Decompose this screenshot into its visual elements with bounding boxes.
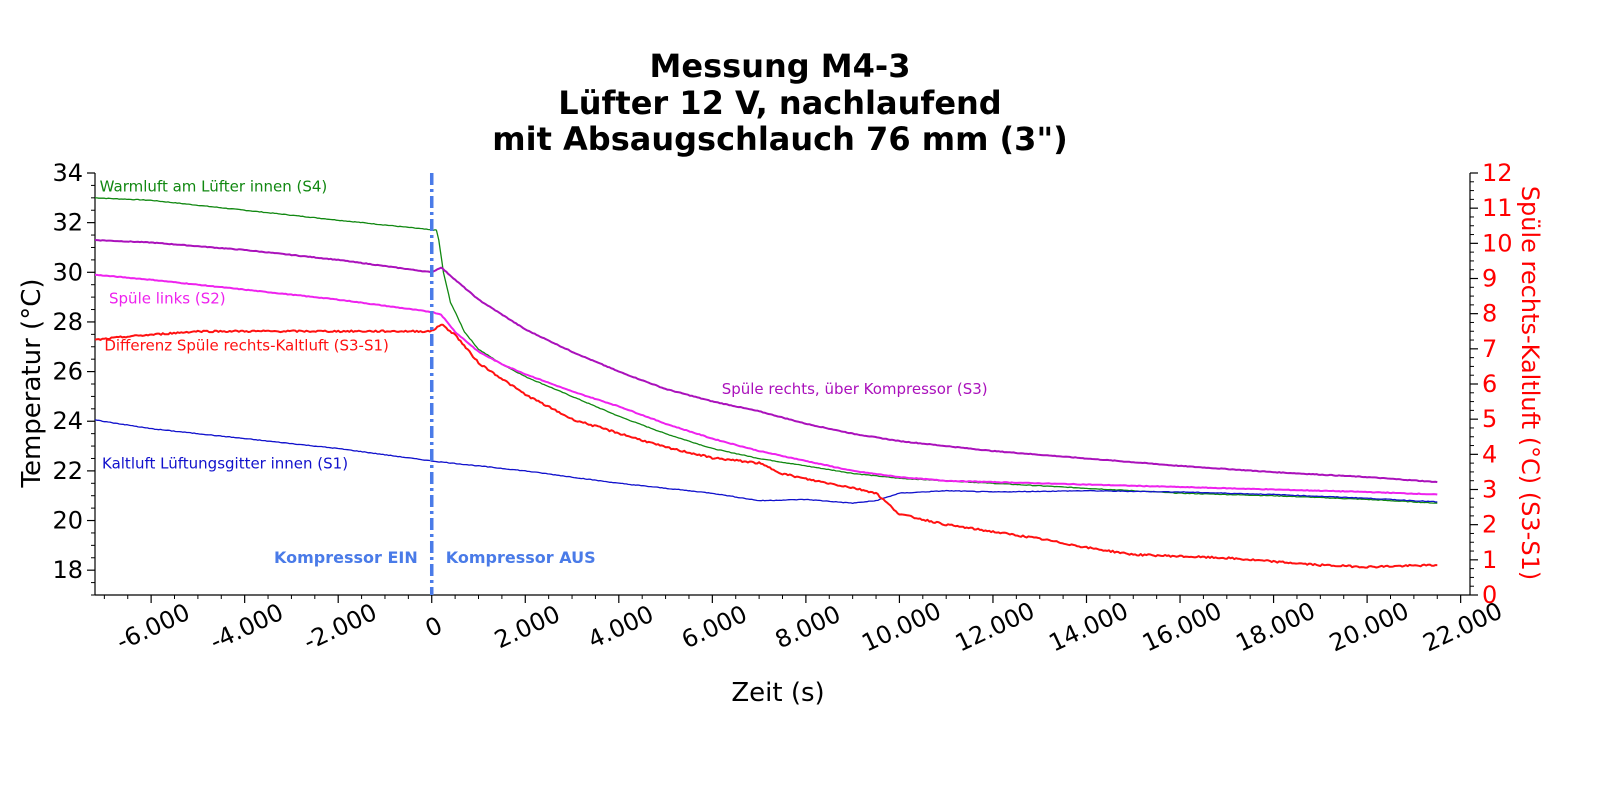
y-right-tick-label: 12 [1482, 159, 1513, 187]
series-line-1 [94, 239, 1438, 484]
y-tick-label: 32 [52, 209, 83, 237]
y-right-tick-label: 10 [1482, 229, 1513, 257]
series-label-1: Spüle rechts, über Kompressor (S3) [722, 380, 988, 398]
y-right-tick-label: 7 [1482, 335, 1497, 363]
y-tick-label: 28 [52, 308, 83, 336]
series-label-0: Warmluft am Lüfter innen (S4) [100, 178, 328, 196]
y-right-tick-label: 6 [1482, 370, 1497, 398]
y-right-tick-label: 1 [1482, 546, 1497, 574]
y-axis-label: Temperatur (°C) [17, 279, 47, 489]
y-right-tick-label: 8 [1482, 300, 1497, 328]
y-axis-right-label: Spüle rechts-Kaltluft (°C) (S3-S1) [1516, 186, 1544, 580]
series-label-4: Differenz Spüle rechts-Kaltluft (S3-S1) [104, 337, 389, 355]
y-right-tick-label: 4 [1482, 440, 1497, 468]
y-right-tick-label: 5 [1482, 405, 1497, 433]
annotation-1: Kompressor AUS [446, 548, 596, 567]
series-label-2: Spüle links (S2) [109, 289, 226, 307]
y-tick-label: 18 [52, 556, 83, 584]
y-right-tick-label: 0 [1482, 581, 1497, 609]
x-axis-label: Zeit (s) [731, 678, 824, 708]
series-line-3 [94, 419, 1438, 505]
y-right-tick-label: 2 [1482, 511, 1497, 539]
y-tick-label: 34 [52, 159, 83, 187]
y-tick-label: 20 [52, 507, 83, 535]
chart-title-line-3: mit Absaugschlauch 76 mm (3") [492, 120, 1067, 158]
y-right-tick-label: 9 [1482, 265, 1497, 293]
y-right-tick-label: 11 [1482, 194, 1513, 222]
y-tick-label: 22 [52, 457, 83, 485]
y-right-tick-label: 3 [1482, 476, 1497, 504]
y-tick-label: 30 [52, 258, 83, 286]
series-line-2 [95, 273, 1438, 496]
series-line-4 [94, 323, 1438, 569]
chart-title-line-2: Lüfter 12 V, nachlaufend [558, 84, 1001, 122]
series-line-0 [94, 197, 1438, 504]
series-label-3: Kaltluft Lüftungsgitter innen (S1) [102, 454, 348, 472]
y-tick-label: 26 [52, 358, 83, 386]
chart-title-line-1: Messung M4-3 [650, 47, 911, 85]
y-tick-label: 24 [52, 407, 83, 435]
annotation-0: Kompressor EIN [274, 548, 418, 567]
